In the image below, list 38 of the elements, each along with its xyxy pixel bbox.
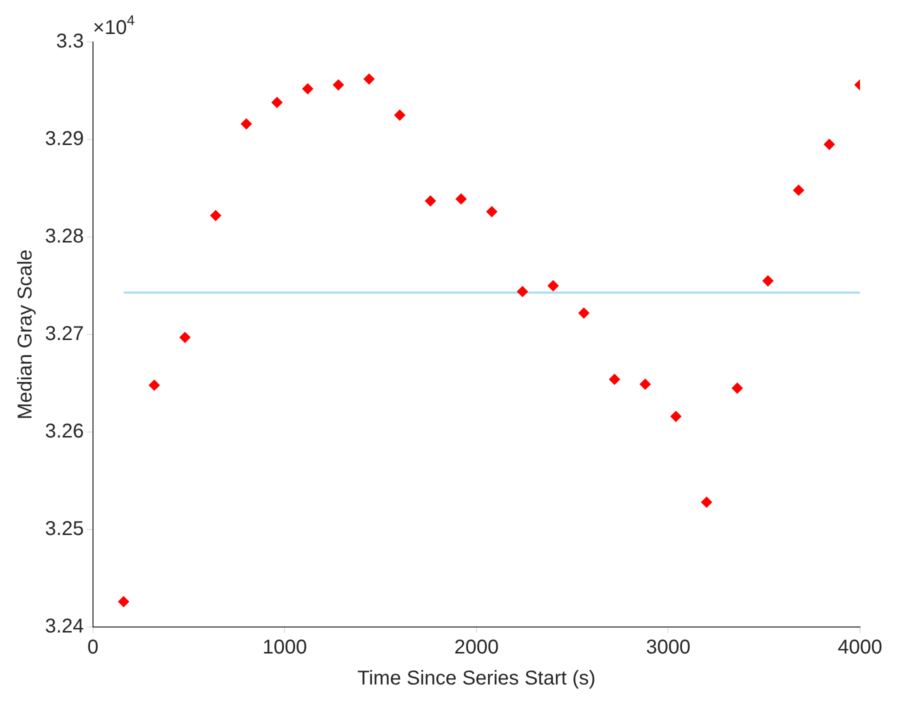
x-tick-label: 4000: [838, 636, 882, 659]
point: [240, 118, 252, 130]
point: [118, 596, 130, 608]
point: [793, 184, 804, 196]
point: [332, 79, 344, 90]
y-axis-title: Median Gray Scale: [14, 249, 37, 420]
x-tick-label: 3000: [646, 636, 690, 659]
point: [302, 83, 314, 94]
x-tick-label: 1000: [262, 636, 307, 659]
y-tick-label: 3.26: [44, 420, 84, 443]
point: [548, 280, 559, 292]
y-tick-label: 3.3: [56, 30, 84, 53]
point: [762, 275, 774, 286]
point: [179, 332, 190, 343]
y-tick-label: 3.28: [44, 226, 84, 248]
point: [486, 206, 498, 218]
point: [210, 210, 222, 222]
point: [456, 193, 467, 204]
x-tick-label: 2000: [454, 636, 499, 659]
y-tick-label: 3.27: [44, 323, 84, 346]
y-tick-label: 3.24: [44, 616, 84, 638]
point: [364, 74, 375, 85]
x-axis-title: Time Since Series Start (s): [357, 668, 596, 690]
point: [516, 286, 528, 298]
point: [394, 110, 406, 121]
point: [701, 496, 712, 508]
point: [578, 308, 590, 319]
point: [732, 382, 743, 394]
point: [609, 374, 620, 385]
point: [640, 378, 651, 390]
x-tick-label: 0: [87, 636, 98, 659]
point: [670, 410, 682, 422]
point: [148, 380, 160, 391]
point: [824, 138, 835, 150]
point: [272, 96, 283, 108]
point: [424, 195, 436, 206]
y-tick-label: 3.25: [44, 518, 84, 540]
y-tick-label: 3.29: [44, 128, 84, 150]
